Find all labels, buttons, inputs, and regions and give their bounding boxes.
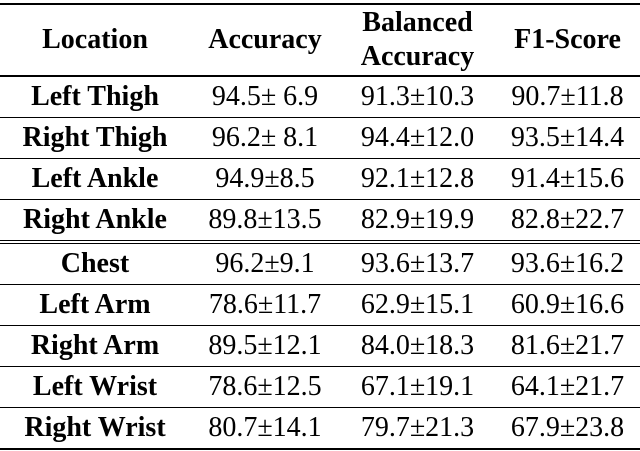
location-cell: Right Wrist <box>24 412 166 443</box>
location-cell: Left Ankle <box>0 158 190 200</box>
accuracy-cell: 94.9±8.5 <box>190 158 340 200</box>
accuracy-cell: 94.5± 6.9 <box>190 76 340 118</box>
table-row-left-thigh: Left Thigh 94.5± 6.9 91.3±10.3 90.7±11.8 <box>0 76 640 118</box>
col-header-location: Location <box>0 4 190 77</box>
balanced-accuracy-cell: 93.6±13.7 <box>340 242 495 285</box>
sensor-location-results-table: Location Accuracy Balanced Accuracy F1-S… <box>0 3 640 450</box>
table-row-left-arm: Left Arm 78.6±11.7 62.9±15.1 60.9±16.6 <box>0 284 640 326</box>
table-row-left-wrist: Left Wrist 78.6±12.5 67.1±19.1 64.1±21.7 <box>0 366 640 408</box>
location-cell: Left Arm <box>0 284 190 326</box>
f1-score-cell: 93.5±14.4 <box>495 117 640 159</box>
balanced-accuracy-cell: 82.9±19.9 <box>340 199 495 244</box>
balanced-accuracy-cell: 79.7±21.3 <box>360 412 475 443</box>
accuracy-cell: 89.8±13.5 <box>190 199 340 244</box>
table-row-right-thigh: Right Thigh 96.2± 8.1 94.4±12.0 93.5±14.… <box>0 117 640 159</box>
col-header-balanced-accuracy-line1: Balanced <box>362 7 473 38</box>
balanced-accuracy-cell: 94.4±12.0 <box>340 117 495 159</box>
accuracy-cell: 89.5±12.1 <box>190 325 340 367</box>
header-row: Location Accuracy Balanced Accuracy F1-S… <box>0 4 640 77</box>
f1-score-cell: 67.9±23.8 <box>510 412 625 443</box>
table-row-chest: Chest 96.2±9.1 93.6±13.7 93.6±16.2 <box>0 242 640 285</box>
f1-score-cell: 64.1±21.7 <box>495 366 640 408</box>
accuracy-cell: 78.6±11.7 <box>190 284 340 326</box>
accuracy-cell: 96.2± 8.1 <box>190 117 340 159</box>
table-row-right-wrist: Right Wrist 80.7±14.1 79.7±21.3 67.9±23.… <box>0 408 640 450</box>
col-header-f1-score: F1-Score <box>495 4 640 77</box>
col-header-balanced-accuracy: Balanced Accuracy <box>340 4 495 77</box>
location-cell: Right Ankle <box>0 199 190 244</box>
location-cell: Right Thigh <box>0 117 190 159</box>
table-row-right-ankle: Right Ankle 89.8±13.5 82.9±19.9 82.8±22.… <box>0 199 640 244</box>
balanced-accuracy-cell: 67.1±19.1 <box>340 366 495 408</box>
col-header-accuracy: Accuracy <box>190 4 340 77</box>
accuracy-cell: 80.7±14.1 <box>208 412 322 443</box>
f1-score-cell: 82.8±22.7 <box>495 199 640 244</box>
location-cell: Left Thigh <box>0 76 190 118</box>
col-header-balanced-accuracy-line2: Accuracy <box>360 41 475 72</box>
accuracy-cell: 78.6±12.5 <box>190 366 340 408</box>
balanced-accuracy-cell: 84.0±18.3 <box>340 325 495 367</box>
balanced-accuracy-cell: 92.1±12.8 <box>340 158 495 200</box>
f1-score-cell: 90.7±11.8 <box>495 76 640 118</box>
location-cell: Chest <box>0 242 190 285</box>
table-header: Location Accuracy Balanced Accuracy F1-S… <box>0 4 640 77</box>
table-row-right-arm: Right Arm 89.5±12.1 84.0±18.3 81.6±21.7 <box>0 325 640 367</box>
f1-score-cell: 60.9±16.6 <box>495 284 640 326</box>
f1-score-cell: 81.6±21.7 <box>495 325 640 367</box>
table-row-left-ankle: Left Ankle 94.9±8.5 92.1±12.8 91.4±15.6 <box>0 158 640 200</box>
location-cell: Left Wrist <box>0 366 190 408</box>
f1-score-cell: 91.4±15.6 <box>495 158 640 200</box>
location-cell: Right Arm <box>0 325 190 367</box>
balanced-accuracy-cell: 62.9±15.1 <box>340 284 495 326</box>
balanced-accuracy-cell: 91.3±10.3 <box>340 76 495 118</box>
accuracy-cell: 96.2±9.1 <box>190 242 340 285</box>
f1-score-cell: 93.6±16.2 <box>495 242 640 285</box>
table-body: Left Thigh 94.5± 6.9 91.3±10.3 90.7±11.8… <box>0 76 640 449</box>
